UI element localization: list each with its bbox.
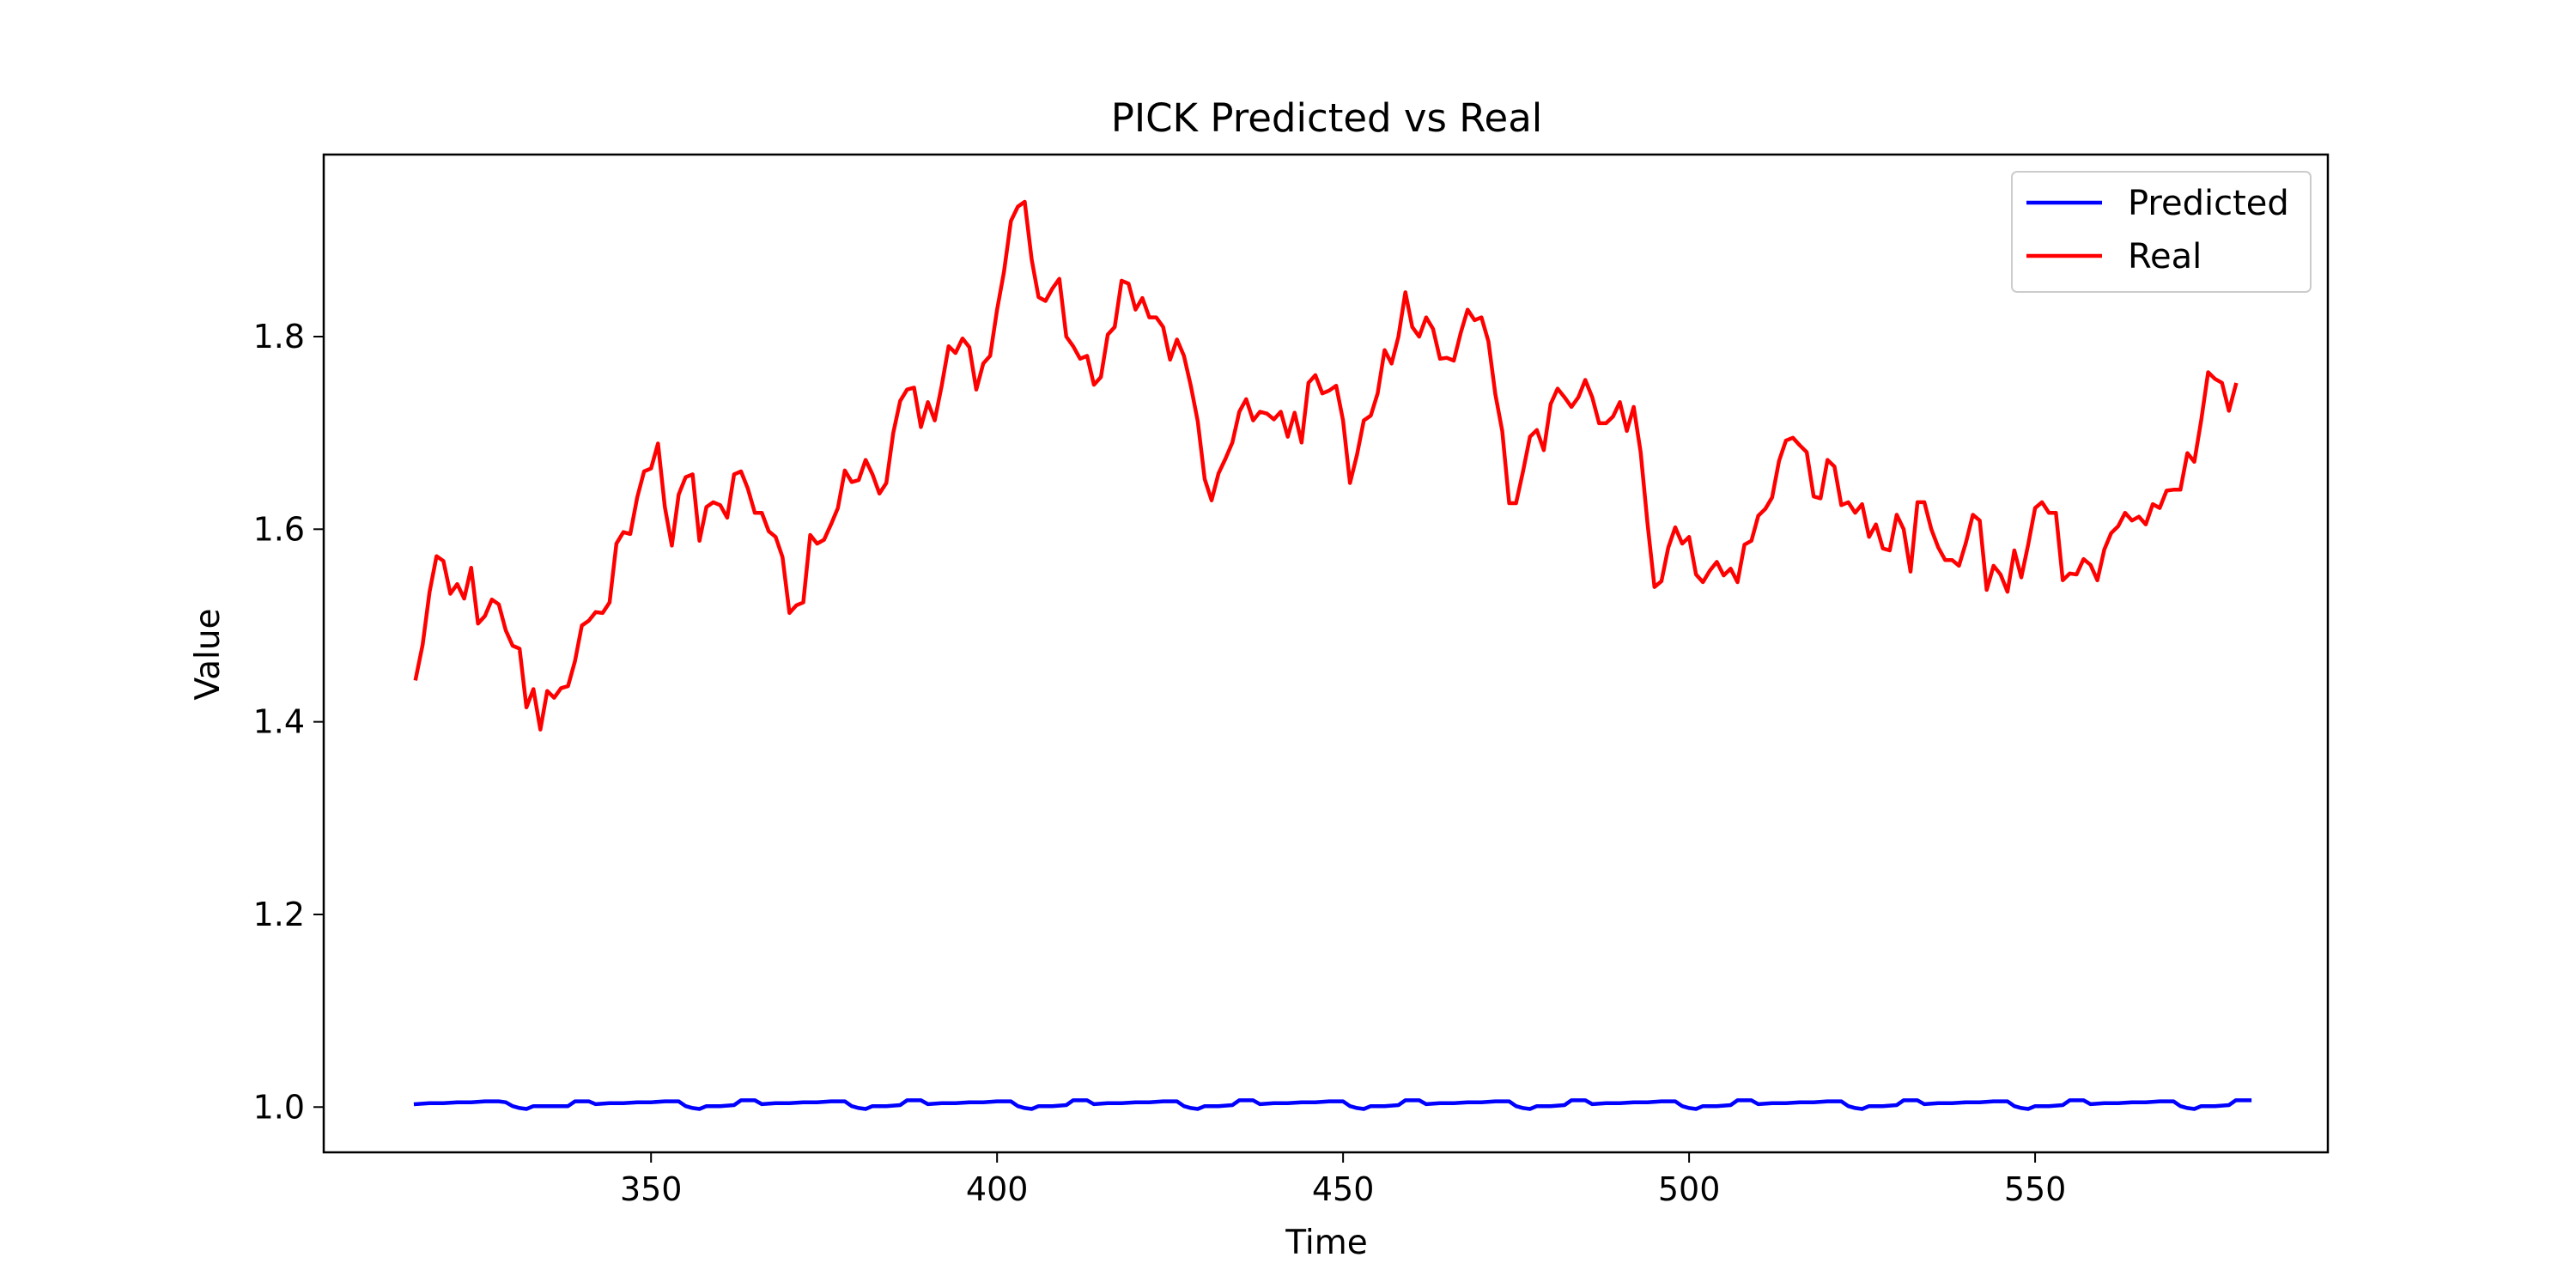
y-tick-label: 1.4 [253, 703, 305, 741]
x-tick-label: 550 [2004, 1170, 2067, 1208]
y-tick-label: 1.2 [253, 896, 305, 933]
y-tick-label: 1.6 [253, 510, 305, 548]
y-axis: 1.0 1.2 1.4 1.6 1.8 [253, 318, 324, 1126]
legend-label-predicted: Predicted [2128, 184, 2289, 223]
series-line-predicted [413, 1098, 2252, 1111]
series-line-real [413, 199, 2239, 732]
x-axis-label: Time [1285, 1224, 1367, 1262]
x-axis: 350 400 450 500 550 [620, 1152, 2066, 1208]
y-axis-label: Value [189, 608, 228, 700]
y-tick-label: 1.8 [253, 318, 305, 355]
legend: Predicted Real [2011, 171, 2312, 293]
chart-title: PICK Predicted vs Real [1111, 95, 1543, 141]
plot-area-frame [322, 153, 2330, 1154]
legend-label-real: Real [2128, 237, 2202, 276]
x-tick-label: 400 [966, 1170, 1029, 1208]
y-tick-label: 1.0 [253, 1088, 305, 1126]
x-tick-label: 350 [620, 1170, 683, 1208]
x-tick-label: 500 [1658, 1170, 1721, 1208]
series-layer [413, 199, 2252, 1111]
x-tick-label: 450 [1312, 1170, 1375, 1208]
